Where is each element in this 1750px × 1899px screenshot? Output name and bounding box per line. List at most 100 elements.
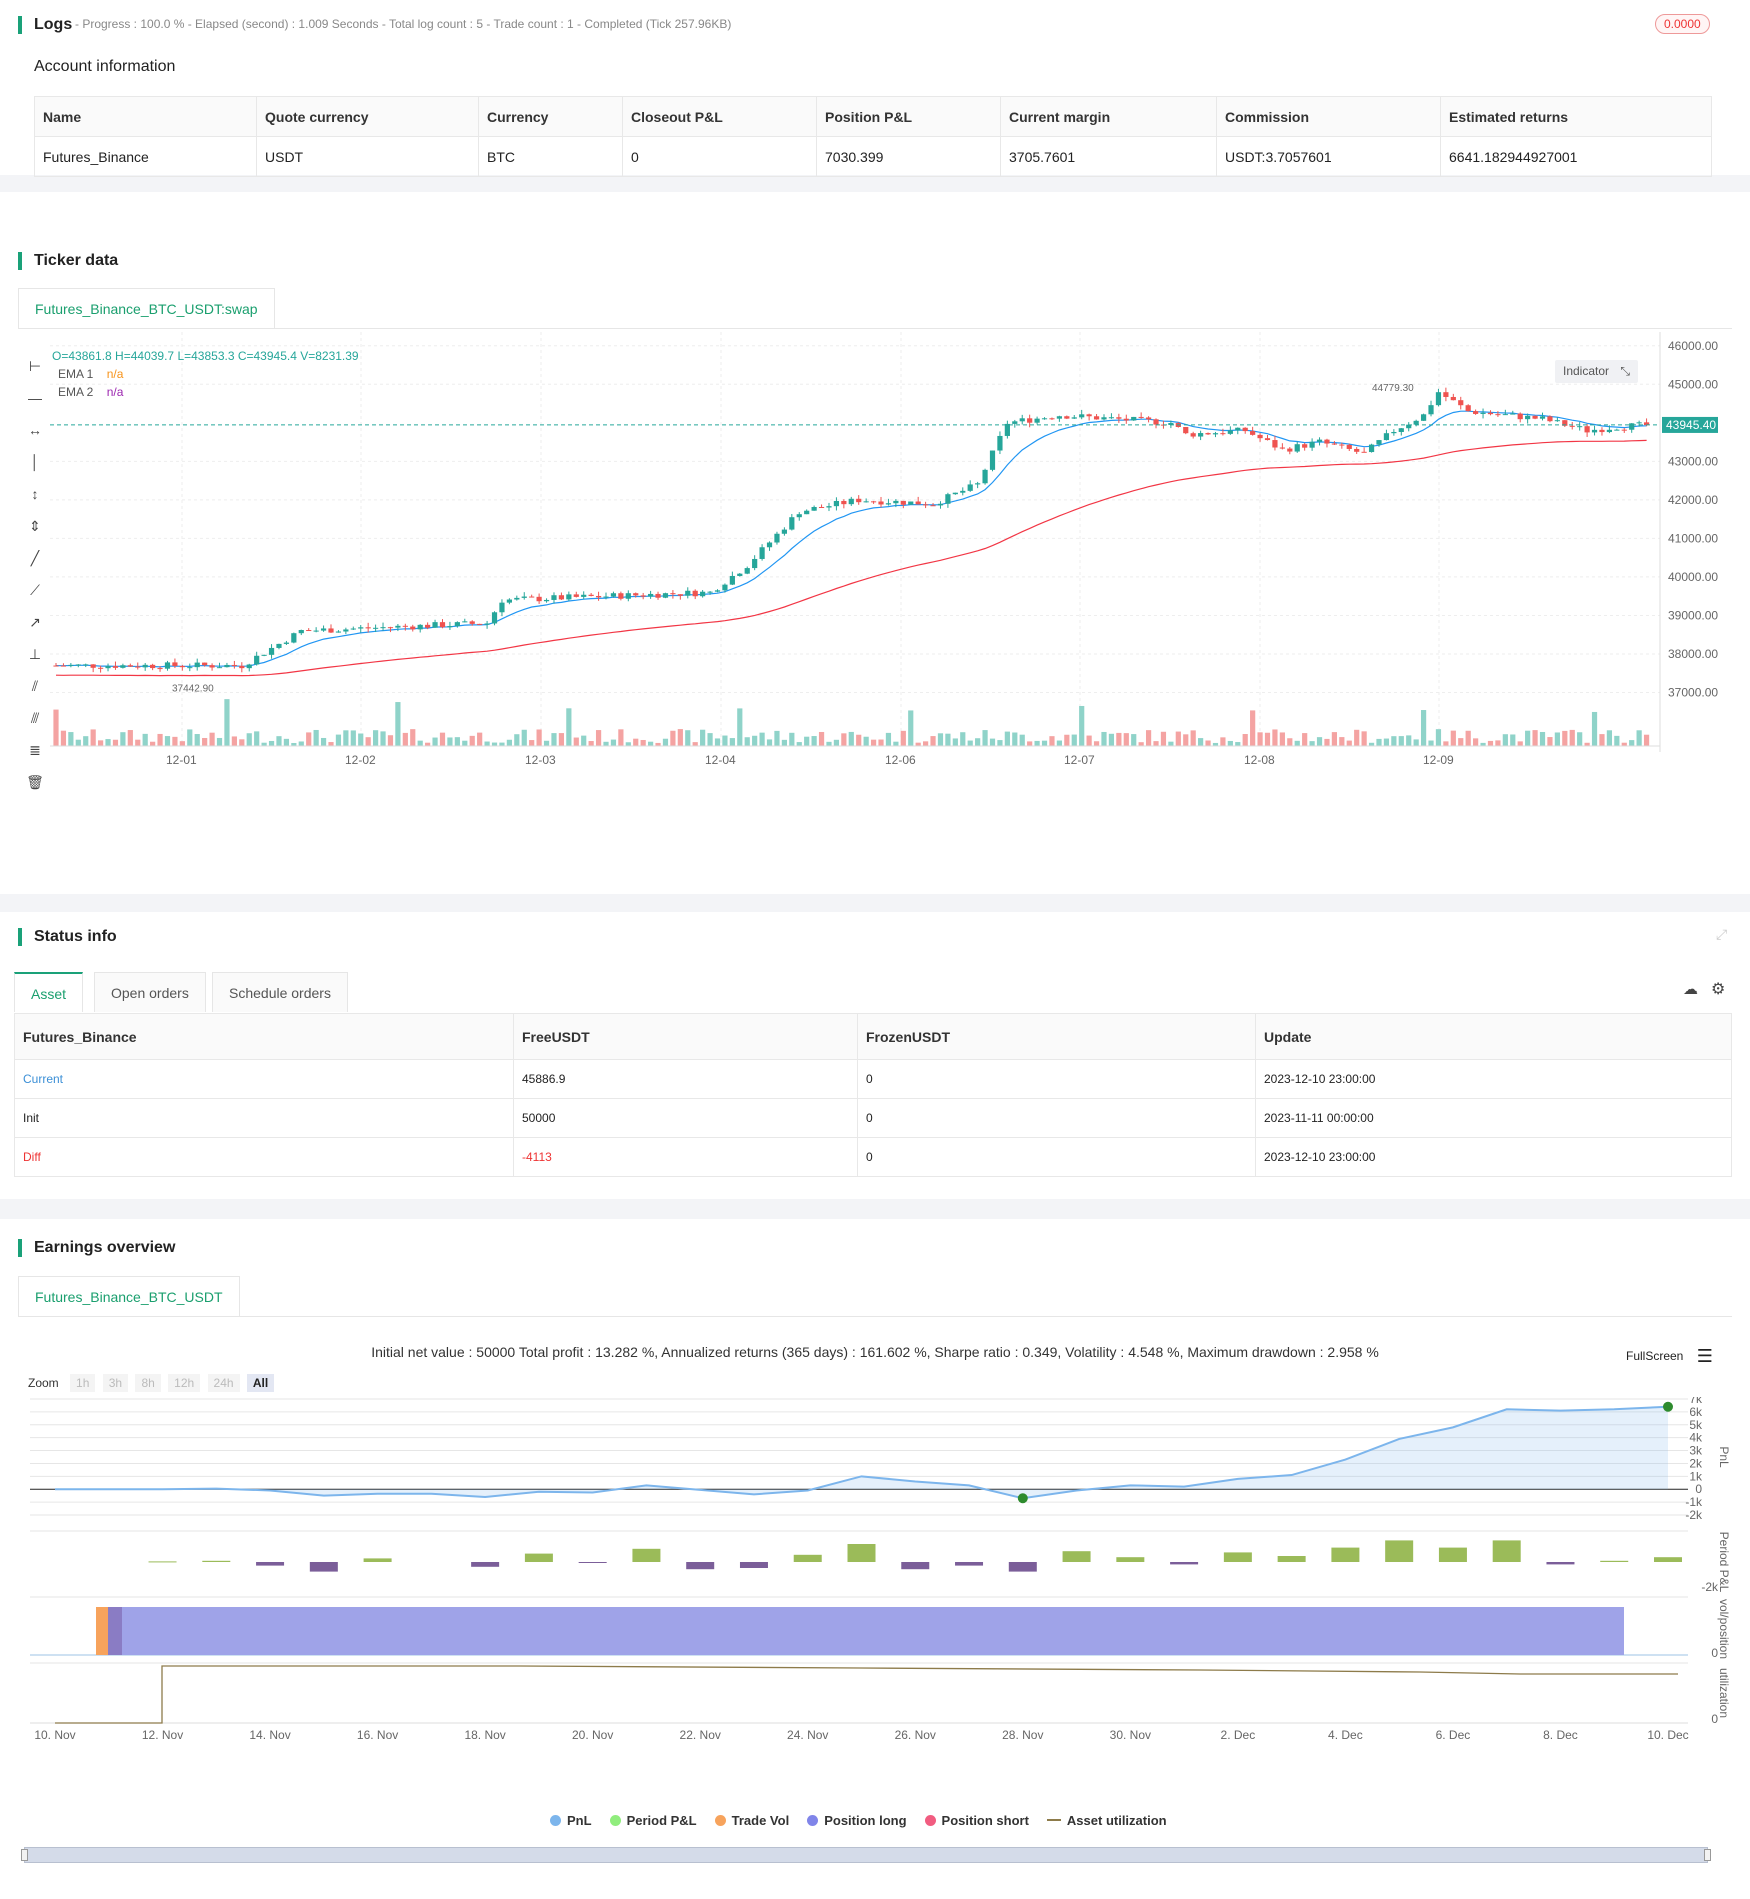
trend-line-icon[interactable]: ╱ [30,550,40,566]
legend-item[interactable]: Period P&L [609,1813,697,1828]
volume-bar [529,740,535,746]
tab-schedule-orders[interactable]: Schedule orders [212,972,348,1012]
volume-bar [1629,740,1635,746]
candle-body [1235,427,1241,431]
tab-open-orders[interactable]: Open orders [94,972,206,1012]
volume-bar [179,741,185,746]
navigator-handle-left[interactable] [21,1849,28,1861]
legend-item[interactable]: PnL [550,1813,592,1828]
candle-body [1428,405,1434,415]
pnl-min-marker [1017,1493,1028,1504]
navigator-handle-right[interactable] [1704,1849,1711,1861]
volume-bar [774,730,780,746]
candle-body [1027,418,1033,423]
zoom-all-button[interactable]: All [246,1374,275,1392]
candle-body [105,666,111,669]
tab-asset[interactable]: Asset [14,972,84,1012]
volume-bar [105,739,111,746]
parallel-channel-icon[interactable]: ⫽ [31,678,39,694]
legend-item[interactable]: Trade Vol [714,1813,789,1828]
vertical-segment-icon[interactable]: ⇕ [29,518,41,534]
account-row: Futures_Binance USDT BTC 0 7030.399 3705… [34,136,1712,177]
candlestick-chart[interactable]: 46000.00 45000.00 43000.00 42000.00 41000.00… [0,332,1750,892]
pnl-tick-label: -1k [1685,1495,1703,1509]
horizontal-ray-icon[interactable]: ↔ [28,422,42,438]
volume-bar [923,741,929,746]
candle-body [982,469,988,484]
zoom-8h-button[interactable]: 8h [135,1374,161,1392]
crosshair-tool-icon[interactable]: ⊢ [28,358,42,374]
navigator-bar[interactable] [21,1847,1711,1863]
volume-bar [499,742,505,746]
asset-name: Current [14,1059,514,1099]
fib-fan-icon[interactable]: ⫻ [30,710,40,726]
zoom-1h-button[interactable]: 1h [70,1374,96,1392]
trash-icon[interactable]: 🗑 [26,774,44,790]
zoom-3h-button[interactable]: 3h [102,1374,129,1392]
volume-bar [1056,740,1062,746]
candle-body [826,506,832,508]
volume-bar [1116,732,1122,746]
tab-earnings-symbol[interactable]: Futures_Binance_BTC_USDT [18,1276,240,1316]
fib-retracement-icon[interactable]: ≣ [29,742,41,758]
candle-body [395,625,401,628]
period-pnl-bar [1438,1547,1467,1562]
volume-bar [1487,740,1494,746]
account-header: Current margin [1000,96,1217,137]
indicator-button[interactable]: Indicator ⤡ [1555,360,1638,383]
candle-body [313,630,319,632]
candle-body [1287,448,1293,452]
vertical-ray-icon[interactable]: ↕ [31,486,39,502]
candle-body [1547,416,1553,422]
price-line-icon[interactable]: ⊥ [28,646,42,662]
ema2-line [55,439,1647,677]
candle-body [1458,400,1464,406]
volume-bar [1458,738,1464,746]
volume-bar [1279,732,1285,746]
ray-line-icon[interactable]: ⟋ [30,582,40,598]
pnl-tick-label: -2k [1685,1508,1703,1522]
period-pnl-bar [955,1562,984,1566]
segment-line-icon[interactable]: ↗ [29,614,41,630]
tab-ticker-symbol[interactable]: Futures_Binance_BTC_USDT:swap [18,288,275,328]
volume-bar [1361,731,1367,746]
candle-body [402,625,408,627]
menu-icon: ☰ [1696,1346,1713,1366]
logs-panel: Logs - Progress : 100.0 % - Elapsed (sec… [0,0,1750,177]
status-expand-icon[interactable]: ⤢ [1716,926,1728,942]
volume-bar [1599,734,1605,746]
period-pnl-bar [1223,1552,1252,1562]
volume-bar [1636,730,1642,746]
legend-item[interactable]: Asset utilization [1046,1813,1167,1828]
zoom-bar: Zoom 1h 3h 8h 12h 24h All [28,1374,278,1392]
price-tick-label: 40000.00 [1668,570,1718,584]
volume-bar [1569,729,1575,746]
legend-item[interactable]: Position short [924,1813,1029,1828]
settings-gear-icon[interactable]: ⚙ [1711,981,1726,998]
date-tick-label: 10. Nov [34,1728,75,1742]
zoom-12h-button[interactable]: 12h [168,1374,201,1392]
candle-body [1473,411,1479,414]
candle-body [536,596,542,602]
candle-body [1368,444,1375,453]
volume-bar [1287,738,1293,746]
volume-bar [1354,729,1360,746]
date-tick-label: 18. Nov [464,1728,505,1742]
volume-bar [90,729,96,746]
fullscreen-button[interactable]: FullScreen ☰ [1626,1346,1713,1367]
candle-body [1264,438,1271,441]
candle-body [848,498,854,505]
vertical-line-icon[interactable]: │ [30,454,40,470]
legend-item[interactable]: Position long [807,1813,907,1828]
zoom-24h-button[interactable]: 24h [207,1374,240,1392]
cloud-download-icon[interactable]: ☁ [1683,981,1698,998]
volume-bar [870,739,877,746]
horizontal-line-icon[interactable]: — [28,390,42,406]
volume-bar [202,737,208,746]
candle-body [484,623,490,625]
asset-free: 50000 [513,1098,858,1138]
candle-body [1391,431,1397,434]
last-price-label: 43945.40 [1666,418,1716,432]
candle-body [1056,416,1062,419]
